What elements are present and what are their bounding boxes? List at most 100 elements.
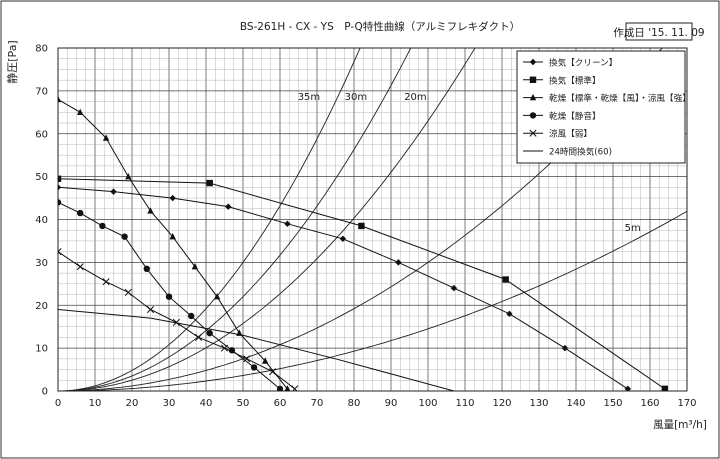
duct-curve-label: 20m xyxy=(404,92,426,103)
duct-curve xyxy=(58,48,412,391)
duct-curve xyxy=(58,210,687,391)
legend-entry-label: 涼風【弱】 xyxy=(549,128,592,140)
y-tick-label: 10 xyxy=(35,344,48,355)
y-tick-label: 50 xyxy=(35,172,48,183)
legend-box xyxy=(516,50,686,164)
data-point-square xyxy=(358,222,365,230)
data-point-square xyxy=(661,385,668,391)
y-tick-label: 20 xyxy=(35,301,48,312)
data-point-triangle xyxy=(213,292,221,300)
data-point-square xyxy=(502,276,509,283)
series xyxy=(58,175,668,391)
data-point-diamond xyxy=(529,58,537,66)
data-point-x xyxy=(58,248,62,256)
data-point-circle xyxy=(276,385,284,391)
data-point-x-stroke xyxy=(76,263,84,271)
data-point-x-stroke xyxy=(58,250,62,256)
x-tick-label: 90 xyxy=(385,398,398,409)
data-point-circle xyxy=(58,199,62,206)
data-point-circle xyxy=(99,222,106,230)
data-point-diamond xyxy=(58,184,62,191)
x-tick-label: 150 xyxy=(603,398,622,409)
data-point-diamond xyxy=(506,310,513,318)
data-point-x xyxy=(172,318,180,326)
data-point-circle xyxy=(529,112,537,119)
legend: 換気【クリーン】換気【標準】乾燥【標準・乾燥【風】・涼風【強】乾燥【静音】涼風【… xyxy=(516,50,691,164)
legend-entry-label: 乾燥【標準・乾燥【風】・涼風【強】 xyxy=(549,92,691,104)
y-tick-label: 30 xyxy=(35,258,48,269)
y-axis-label: 静圧[Pa] xyxy=(5,40,19,83)
data-point-circle xyxy=(206,329,213,337)
x-tick-label: 160 xyxy=(640,398,659,409)
x-tick-label: 170 xyxy=(677,398,696,409)
y-tick-label: 70 xyxy=(35,86,48,97)
data-point-x xyxy=(76,263,84,271)
data-point-circle xyxy=(250,364,258,371)
data-point-square xyxy=(529,76,537,83)
data-point-triangle xyxy=(169,232,176,240)
data-point-diamond xyxy=(624,385,631,391)
series xyxy=(58,184,631,391)
data-point-x-stroke xyxy=(243,355,251,363)
duct-curve xyxy=(58,48,361,391)
data-point-x-stroke xyxy=(102,278,110,286)
duct-curve-label: 35m xyxy=(298,92,320,103)
legend-entry-label: 換気【標準】 xyxy=(549,74,601,86)
x-axis-label: 風量[m³/h] xyxy=(653,419,707,431)
x-tick-label: 40 xyxy=(200,398,213,409)
data-point-diamond xyxy=(450,284,458,292)
pq-series xyxy=(58,95,668,391)
data-point-x xyxy=(291,385,299,391)
x-tick-label: 0 xyxy=(55,398,61,409)
x-tick-label: 60 xyxy=(274,398,287,409)
x-tick-label: 20 xyxy=(126,398,139,409)
data-point-x-stroke xyxy=(269,368,277,376)
y-tick-label: 40 xyxy=(35,215,48,226)
data-point-circle xyxy=(121,233,128,240)
series xyxy=(58,199,284,391)
duct-curve-label: 5m xyxy=(625,223,641,234)
x-tick-label: 100 xyxy=(418,398,437,409)
data-point-x-stroke xyxy=(291,385,299,391)
data-point-circle xyxy=(165,293,173,300)
data-point-x xyxy=(124,288,132,296)
series xyxy=(58,309,455,391)
tick-labels: 0 10 20 30 40 50 60 70 80 90 100 110 120 130 140 150 160… xyxy=(35,44,696,410)
data-point-triangle xyxy=(147,207,154,214)
data-point-triangle xyxy=(77,108,84,116)
data-point-x-stroke xyxy=(195,333,203,341)
data-point-x-stroke xyxy=(529,129,537,137)
data-point-x-stroke xyxy=(220,344,229,352)
legend-entry-label: 乾燥【静音】 xyxy=(549,110,601,122)
data-point-circle xyxy=(77,209,84,217)
data-point-diamond xyxy=(339,235,347,242)
data-point-x-stroke xyxy=(172,318,180,326)
data-point-diamond xyxy=(169,194,176,202)
data-point-diamond xyxy=(110,188,117,195)
x-tick-label: 110 xyxy=(455,398,474,409)
data-point-x xyxy=(195,333,203,341)
data-point-triangle xyxy=(262,357,269,364)
y-tick-label: 0 xyxy=(42,387,48,398)
data-point-square xyxy=(206,179,213,187)
date-label: 作成日 '15. 11. 09 xyxy=(613,27,704,39)
data-point-diamond xyxy=(561,344,569,352)
data-point-x-stroke xyxy=(146,305,155,314)
data-point-x xyxy=(269,368,277,376)
data-point-x xyxy=(102,278,110,286)
x-tick-label: 80 xyxy=(348,398,361,409)
data-point-x-stroke xyxy=(58,248,62,253)
data-point-x xyxy=(529,129,537,137)
x-tick-label: 70 xyxy=(311,398,324,409)
legend-entry-label: 24時間換気(60) xyxy=(549,146,612,158)
series xyxy=(58,248,299,391)
data-point-diamond xyxy=(225,203,232,210)
y-tick-label: 80 xyxy=(35,44,48,55)
data-point-circle xyxy=(228,347,236,354)
data-point-x xyxy=(220,344,229,352)
data-point-diamond xyxy=(395,259,402,266)
data-point-triangle xyxy=(125,172,132,180)
data-point-x xyxy=(146,305,155,314)
data-point-triangle xyxy=(529,93,537,101)
